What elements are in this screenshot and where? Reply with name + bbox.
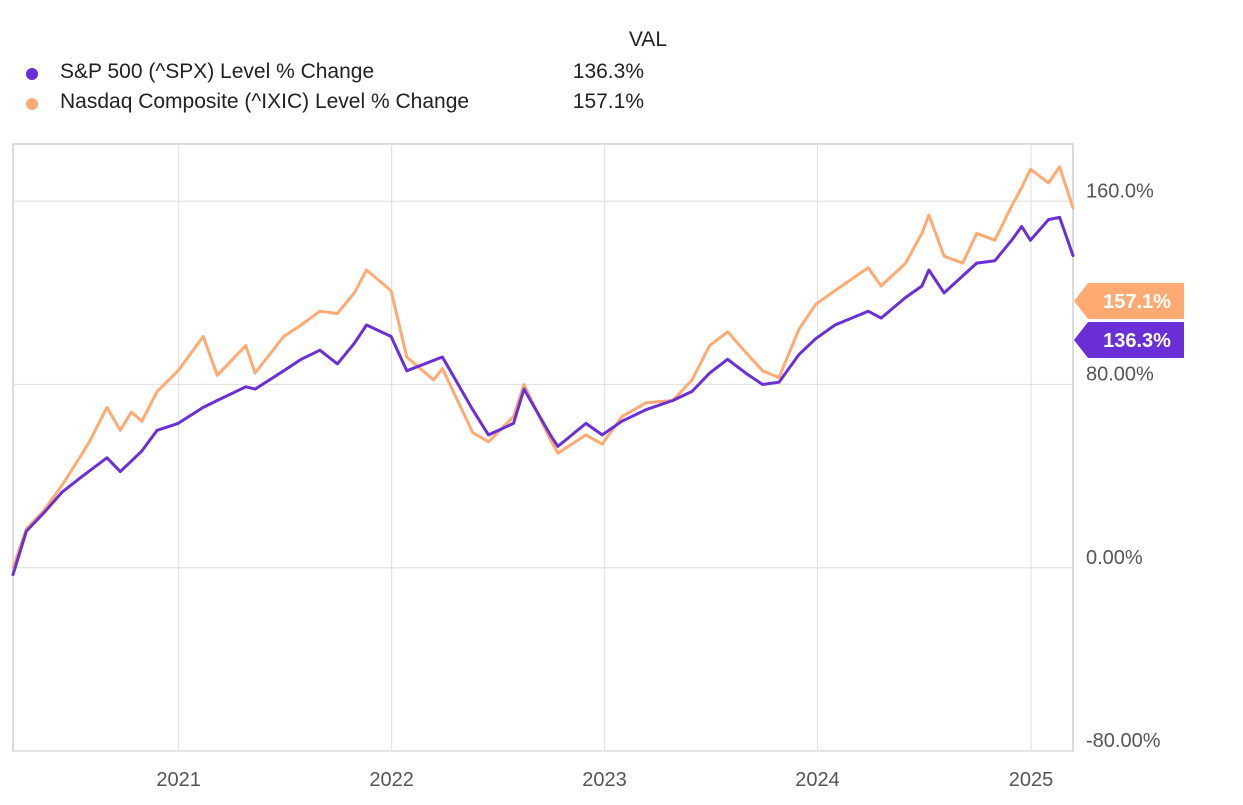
- x-tick-label: 2023: [582, 769, 627, 791]
- y-tick-label: 80.00%: [1086, 364, 1154, 386]
- legend-column-header: VAL: [628, 28, 667, 51]
- y-tick-label: 0.00%: [1086, 547, 1143, 569]
- series-line: [11, 165, 1075, 570]
- legend-item-value: 157.1%: [572, 90, 644, 113]
- end-value-label: 157.1%: [1103, 291, 1171, 313]
- x-tick-label: 2022: [369, 769, 414, 791]
- legend-item-ixic[interactable]: Nasdaq Composite (^IXIC) Level % Change …: [22, 90, 662, 120]
- end-value-badge: [1074, 283, 1184, 319]
- legend-item-spx[interactable]: S&P 500 (^SPX) Level % Change 136.3%: [22, 60, 662, 90]
- ixic-series-dot-icon: [26, 98, 38, 110]
- x-tick-label: 2024: [795, 769, 840, 791]
- end-value-label: 136.3%: [1103, 330, 1171, 352]
- legend-item-label: S&P 500 (^SPX) Level % Change: [60, 60, 375, 83]
- y-tick-label: 160.0%: [1086, 180, 1154, 202]
- x-tick-label: 2025: [1009, 769, 1054, 791]
- plot-area: [12, 143, 1074, 752]
- legend-item-value: 136.3%: [572, 60, 644, 83]
- x-tick-label: 2021: [156, 769, 201, 791]
- legend-item-label: Nasdaq Composite (^IXIC) Level % Change: [60, 90, 470, 113]
- y-tick-label: -80.00%: [1086, 730, 1161, 752]
- spx-series-dot-icon: [26, 68, 38, 80]
- legend: VAL S&P 500 (^SPX) Level % Change 136.3%…: [22, 28, 667, 123]
- series-line: [11, 215, 1075, 577]
- end-value-badge: [1074, 322, 1184, 358]
